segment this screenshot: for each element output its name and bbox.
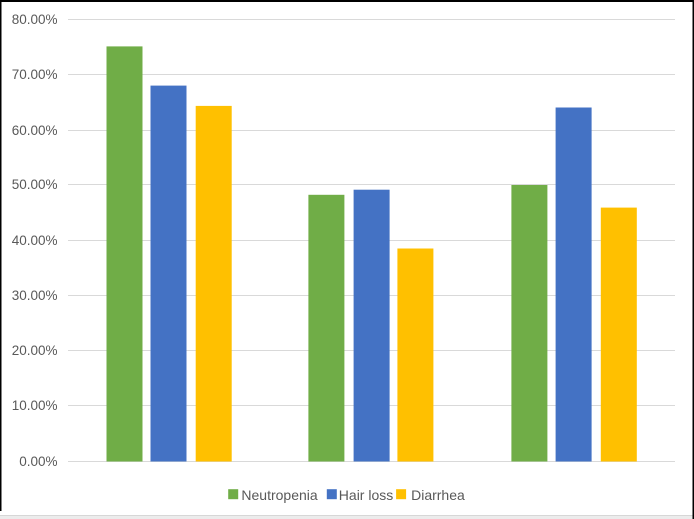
svg-text:50.00%: 50.00% <box>12 177 58 192</box>
svg-text:Neutropenia: Neutropenia <box>241 487 317 503</box>
svg-text:Hair loss: Hair loss <box>339 487 393 503</box>
svg-text:20.00%: 20.00% <box>12 343 58 358</box>
svg-text:Diarrhea: Diarrhea <box>411 487 465 503</box>
svg-text:60.00%: 60.00% <box>12 123 58 138</box>
svg-text:10.00%: 10.00% <box>12 398 58 413</box>
svg-text:40.00%: 40.00% <box>12 233 58 248</box>
svg-text:70.00%: 70.00% <box>12 67 58 82</box>
svg-text:30.00%: 30.00% <box>12 288 58 303</box>
svg-text:0.00%: 0.00% <box>19 454 57 469</box>
svg-text:80.00%: 80.00% <box>12 12 58 27</box>
